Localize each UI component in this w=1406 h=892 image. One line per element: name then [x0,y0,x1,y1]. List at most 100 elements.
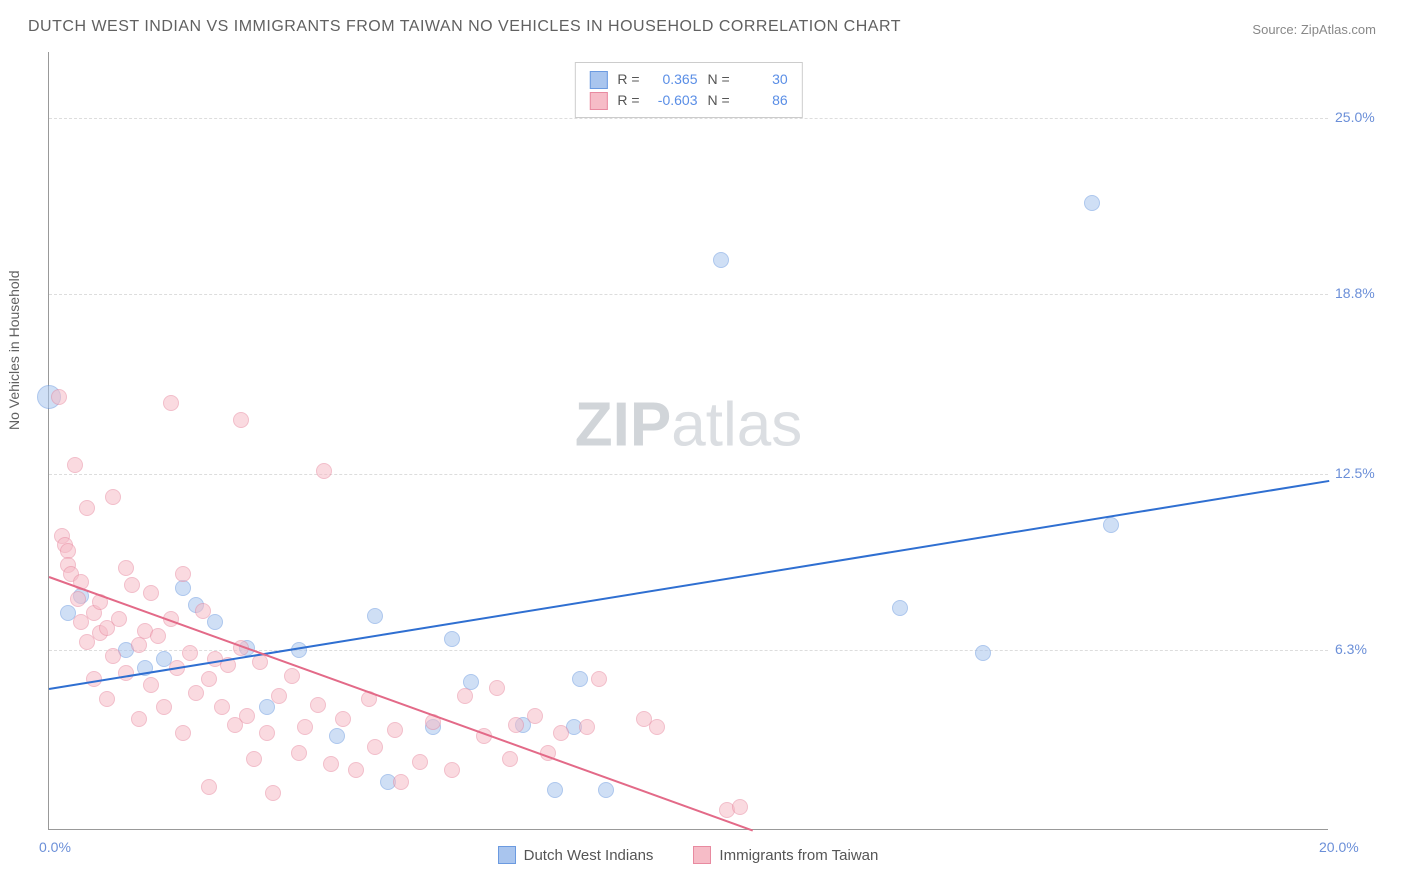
data-point [316,463,332,479]
data-point [111,611,127,627]
data-point [150,628,166,644]
data-point [502,751,518,767]
data-point [182,645,198,661]
y-axis-label: No Vehicles in Household [6,270,22,430]
data-point [412,754,428,770]
data-point [175,725,191,741]
stat-r-value: -0.603 [650,90,698,111]
data-point [975,645,991,661]
data-point [259,699,275,715]
data-point [143,585,159,601]
source-link[interactable]: ZipAtlas.com [1301,22,1376,37]
data-point [348,762,364,778]
data-point [99,691,115,707]
y-tick-label: 6.3% [1335,641,1390,657]
data-point [387,722,403,738]
stats-row: R = -0.603 N = 86 [589,90,787,111]
chart-title: DUTCH WEST INDIAN VS IMMIGRANTS FROM TAI… [28,18,901,36]
data-point [457,688,473,704]
gridline [49,294,1328,295]
data-point [233,412,249,428]
legend-swatch [589,71,607,89]
stat-n-label: N = [708,90,730,111]
data-point [207,614,223,630]
data-point [188,685,204,701]
data-point [156,699,172,715]
data-point [195,603,211,619]
source-credit: Source: ZipAtlas.com [1252,22,1376,37]
data-point [329,728,345,744]
gridline [49,474,1328,475]
watermark: ZIPatlas [575,389,802,460]
stat-r-label: R = [617,69,639,90]
data-point [79,500,95,516]
source-label: Source: [1252,22,1297,37]
data-point [70,591,86,607]
data-point [553,725,569,741]
data-point [572,671,588,687]
gridline [49,118,1328,119]
data-point [444,631,460,647]
data-point [732,799,748,815]
stats-legend-box: R =0.365N =30R =-0.603N =86 [574,62,802,118]
data-point [131,711,147,727]
data-point [1084,195,1100,211]
data-point [527,708,543,724]
data-point [214,699,230,715]
data-point [143,677,159,693]
data-point [51,389,67,405]
stat-n-value: 30 [740,69,788,90]
y-tick-label: 25.0% [1335,109,1390,125]
data-point [393,774,409,790]
data-point [163,395,179,411]
data-point [310,697,326,713]
data-point [201,671,217,687]
data-point [591,671,607,687]
data-point [175,580,191,596]
data-point [335,711,351,727]
data-point [297,719,313,735]
data-point [649,719,665,735]
legend-label: Immigrants from Taiwan [719,847,878,864]
data-point [291,642,307,658]
legend-swatch [589,92,607,110]
legend-swatch [693,846,711,864]
data-point [547,782,563,798]
data-point [67,457,83,473]
stat-r-label: R = [617,90,639,111]
bottom-legend: Dutch West Indians Immigrants from Taiwan [48,846,1328,864]
data-point [323,756,339,772]
legend-item: Dutch West Indians [498,846,654,864]
data-point [367,608,383,624]
legend-item: Immigrants from Taiwan [693,846,878,864]
data-point [892,600,908,616]
data-point [367,739,383,755]
trend-line [49,479,1329,689]
data-point [239,708,255,724]
data-point [201,779,217,795]
data-point [124,577,140,593]
data-point [444,762,460,778]
scatter-plot-area: ZIPatlas R =0.365N =30R =-0.603N =86 6.3… [48,52,1328,830]
data-point [105,648,121,664]
stat-n-label: N = [708,69,730,90]
data-point [579,719,595,735]
data-point [118,560,134,576]
data-point [118,665,134,681]
data-point [598,782,614,798]
data-point [489,680,505,696]
data-point [508,717,524,733]
data-point [259,725,275,741]
data-point [175,566,191,582]
data-point [105,489,121,505]
data-point [284,668,300,684]
data-point [713,252,729,268]
trend-line [49,576,754,832]
stat-n-value: 86 [740,90,788,111]
data-point [1103,517,1119,533]
stats-row: R =0.365N =30 [589,69,787,90]
data-point [291,745,307,761]
legend-label: Dutch West Indians [524,847,654,864]
data-point [131,637,147,653]
y-tick-label: 12.5% [1335,465,1390,481]
